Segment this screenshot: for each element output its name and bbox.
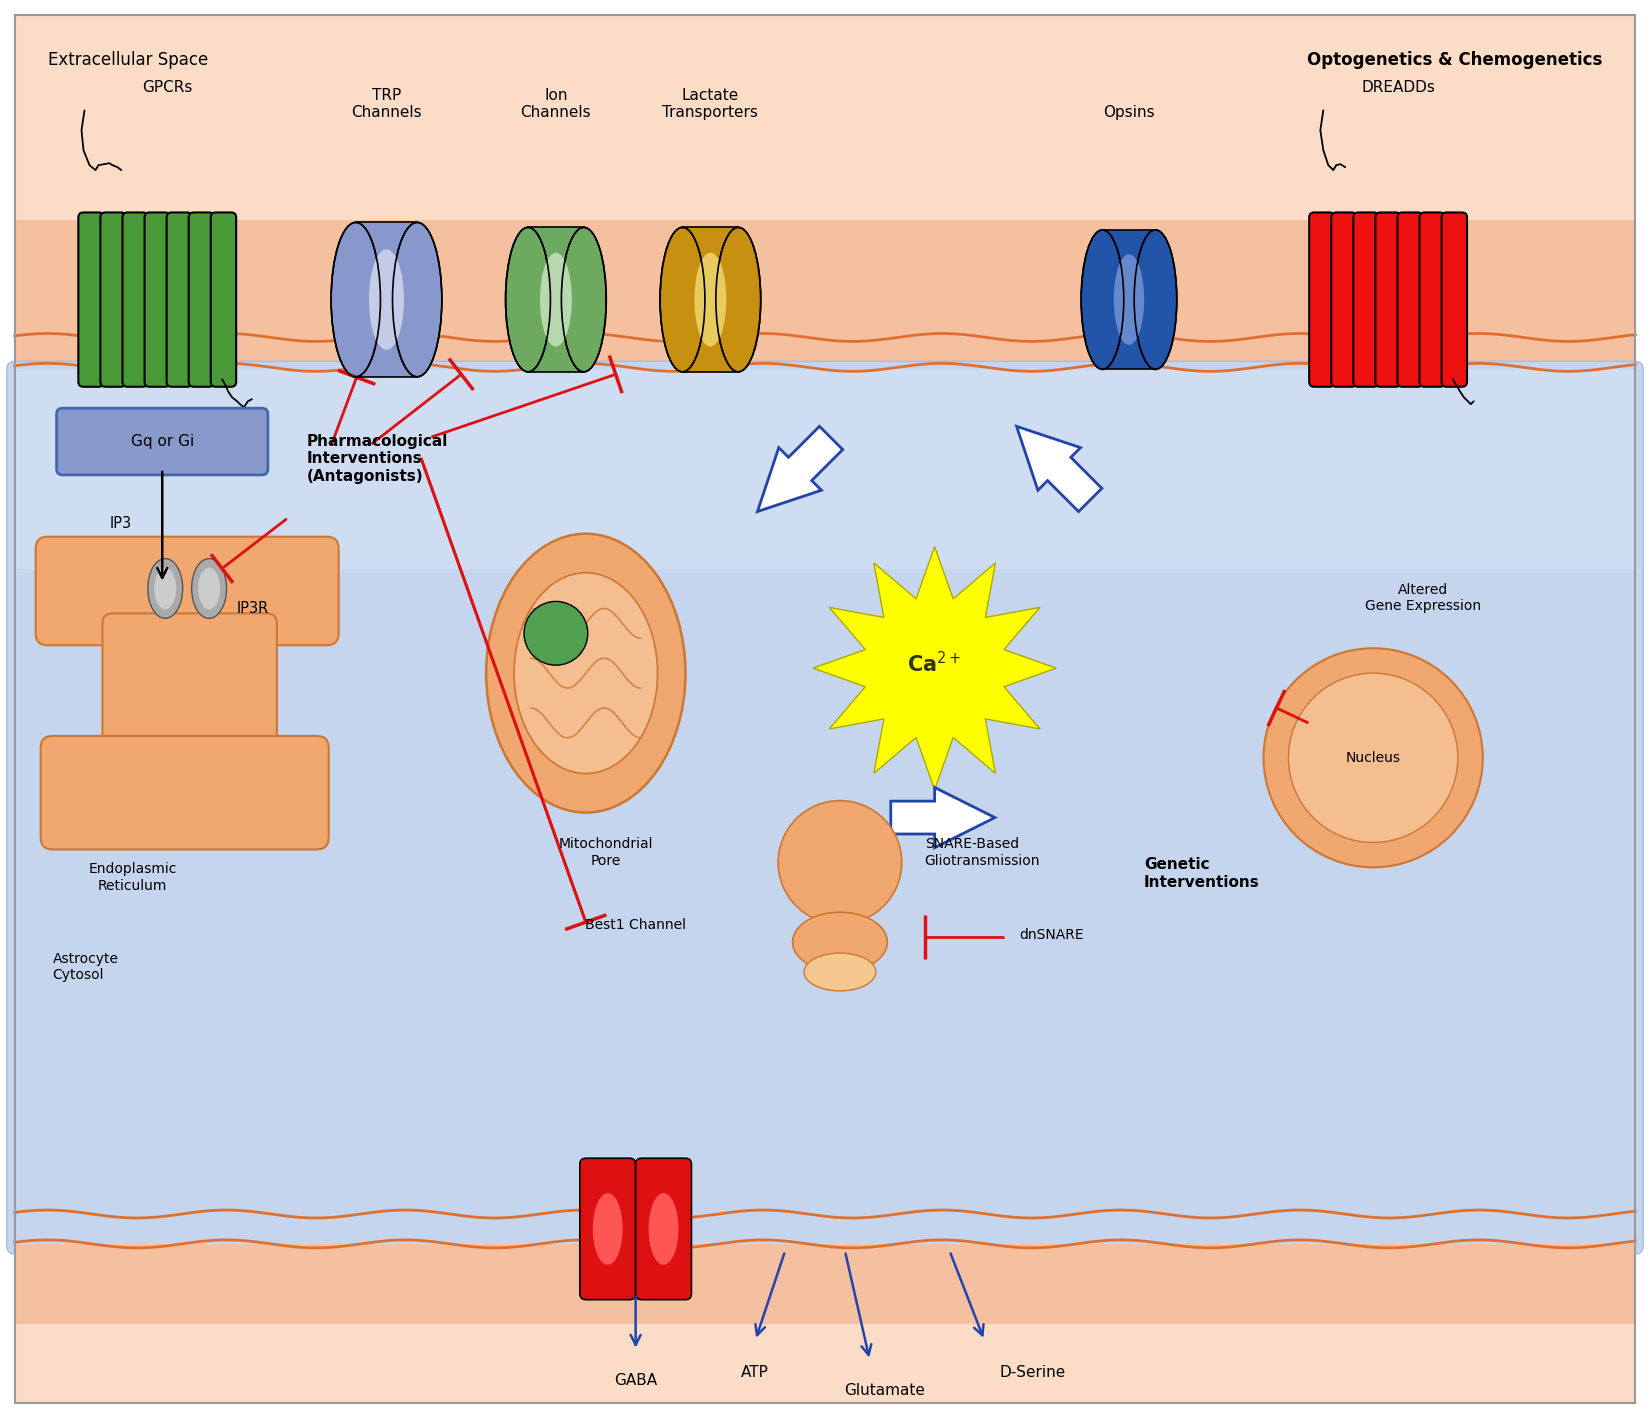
Text: Ca$^{2+}$: Ca$^{2+}$ bbox=[908, 651, 962, 676]
FancyBboxPatch shape bbox=[1308, 213, 1335, 387]
FancyBboxPatch shape bbox=[167, 213, 191, 387]
FancyBboxPatch shape bbox=[1353, 213, 1379, 387]
FancyBboxPatch shape bbox=[1419, 213, 1445, 387]
Ellipse shape bbox=[505, 227, 551, 372]
FancyBboxPatch shape bbox=[36, 536, 338, 645]
Text: Gq or Gi: Gq or Gi bbox=[130, 434, 193, 450]
FancyBboxPatch shape bbox=[122, 213, 148, 387]
Text: GPCRs: GPCRs bbox=[142, 81, 193, 95]
Text: IP3R: IP3R bbox=[238, 601, 269, 615]
Ellipse shape bbox=[660, 227, 705, 372]
Text: Altered
Gene Expression: Altered Gene Expression bbox=[1365, 583, 1482, 614]
Bar bbox=[15, 14, 1635, 220]
Text: Extracellular Space: Extracellular Space bbox=[48, 51, 208, 68]
Ellipse shape bbox=[648, 1193, 678, 1265]
Ellipse shape bbox=[198, 567, 219, 610]
Text: dnSNARE: dnSNARE bbox=[1020, 929, 1084, 942]
Polygon shape bbox=[891, 787, 995, 848]
Ellipse shape bbox=[561, 227, 606, 372]
Ellipse shape bbox=[487, 533, 685, 813]
Ellipse shape bbox=[716, 227, 761, 372]
Ellipse shape bbox=[1134, 230, 1176, 369]
Text: D-Serine: D-Serine bbox=[1000, 1366, 1066, 1380]
Text: DREADDs: DREADDs bbox=[1361, 81, 1436, 95]
FancyBboxPatch shape bbox=[145, 213, 170, 387]
Circle shape bbox=[1289, 674, 1459, 842]
Polygon shape bbox=[757, 427, 843, 512]
Polygon shape bbox=[813, 546, 1056, 790]
Bar bbox=[356, 223, 417, 377]
FancyBboxPatch shape bbox=[1376, 213, 1401, 387]
Ellipse shape bbox=[393, 223, 442, 377]
Ellipse shape bbox=[592, 1193, 622, 1265]
Text: Best1 Channel: Best1 Channel bbox=[586, 917, 686, 932]
Circle shape bbox=[1264, 648, 1483, 868]
FancyBboxPatch shape bbox=[7, 362, 1643, 1254]
Text: ATP: ATP bbox=[741, 1366, 769, 1380]
Ellipse shape bbox=[515, 573, 658, 774]
Text: Nucleus: Nucleus bbox=[1346, 750, 1401, 764]
FancyBboxPatch shape bbox=[101, 213, 125, 387]
Ellipse shape bbox=[191, 559, 226, 618]
Text: SNARE-Based
Gliotransmission: SNARE-Based Gliotransmission bbox=[924, 838, 1040, 868]
Ellipse shape bbox=[370, 250, 404, 350]
Bar bbox=[15, 1244, 1635, 1404]
Ellipse shape bbox=[148, 559, 183, 618]
FancyBboxPatch shape bbox=[1442, 213, 1467, 387]
Bar bbox=[528, 227, 584, 372]
Ellipse shape bbox=[695, 252, 726, 346]
Ellipse shape bbox=[792, 912, 888, 971]
Ellipse shape bbox=[1114, 254, 1143, 345]
FancyBboxPatch shape bbox=[579, 1159, 635, 1300]
Ellipse shape bbox=[332, 223, 381, 377]
Text: Lactate
Transporters: Lactate Transporters bbox=[662, 88, 759, 121]
FancyBboxPatch shape bbox=[1398, 213, 1422, 387]
Ellipse shape bbox=[540, 252, 573, 346]
Text: Glutamate: Glutamate bbox=[845, 1384, 926, 1398]
Ellipse shape bbox=[153, 567, 177, 610]
Ellipse shape bbox=[1081, 230, 1124, 369]
FancyBboxPatch shape bbox=[635, 1159, 691, 1300]
Circle shape bbox=[525, 601, 587, 665]
Bar bbox=[15, 369, 1635, 569]
FancyBboxPatch shape bbox=[211, 213, 236, 387]
Text: TRP
Channels: TRP Channels bbox=[351, 88, 422, 121]
Text: Optogenetics & Chemogenetics: Optogenetics & Chemogenetics bbox=[1307, 51, 1602, 68]
Text: GABA: GABA bbox=[614, 1374, 657, 1388]
Polygon shape bbox=[1016, 427, 1102, 512]
Bar bbox=[1102, 230, 1155, 369]
Ellipse shape bbox=[804, 953, 876, 991]
Bar bbox=[15, 14, 1635, 369]
Text: Endoplasmic
Reticulum: Endoplasmic Reticulum bbox=[87, 862, 177, 892]
FancyBboxPatch shape bbox=[1332, 213, 1356, 387]
Text: Pharmacological
Interventions
(Antagonists): Pharmacological Interventions (Antagonis… bbox=[307, 434, 449, 484]
Bar bbox=[683, 227, 738, 372]
FancyBboxPatch shape bbox=[102, 614, 277, 763]
Text: IP3: IP3 bbox=[109, 516, 132, 532]
Text: Mitochondrial
Pore: Mitochondrial Pore bbox=[558, 838, 653, 868]
Text: Ion
Channels: Ion Channels bbox=[521, 88, 591, 121]
Circle shape bbox=[779, 801, 903, 925]
FancyBboxPatch shape bbox=[78, 213, 104, 387]
Text: Genetic
Interventions: Genetic Interventions bbox=[1143, 858, 1259, 891]
Text: Opsins: Opsins bbox=[1104, 105, 1155, 121]
Bar bbox=[15, 1323, 1635, 1404]
FancyBboxPatch shape bbox=[188, 213, 214, 387]
FancyBboxPatch shape bbox=[56, 408, 267, 475]
Text: Astrocyte
Cytosol: Astrocyte Cytosol bbox=[53, 951, 119, 983]
FancyBboxPatch shape bbox=[41, 736, 328, 849]
